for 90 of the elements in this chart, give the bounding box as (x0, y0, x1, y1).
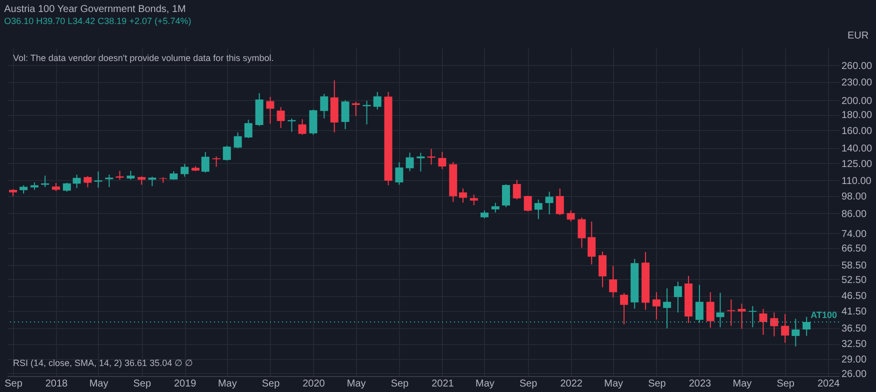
candlestick (320, 93, 328, 119)
x-tick-label: May (346, 378, 366, 390)
candlestick (373, 91, 382, 110)
candlestick (416, 152, 425, 172)
candlestick (781, 314, 790, 344)
candlestick (620, 292, 628, 325)
y-tick-label: 200.00 (842, 96, 873, 107)
candlestick (759, 308, 768, 336)
annotation: RSI (14, close, SMA, 14, 2) 36.61 35.04 ∅ ∅ (13, 358, 194, 368)
candlestick (438, 151, 446, 170)
ref-line-label: AT100 (810, 310, 837, 320)
x-tick-label: May (732, 378, 752, 390)
candlestick (491, 202, 500, 214)
candlestick (72, 174, 81, 189)
candlestick (341, 100, 350, 130)
candlestick (458, 188, 467, 204)
annotation: Vol: The data vendor doesn't provide volume data for this symbol. (13, 53, 274, 63)
candlestick (288, 118, 296, 132)
candlestick (727, 298, 736, 326)
y-tick-label: 32.50 (842, 339, 867, 350)
candlestick (556, 188, 564, 216)
x-tick-label: Sep (390, 378, 410, 390)
x-tick-label: 2023 (688, 378, 712, 390)
candlestick (222, 145, 231, 162)
x-tick-label: 2022 (560, 378, 583, 390)
y-tick-label: 125.00 (842, 158, 873, 170)
x-tick-label: Sep (262, 378, 280, 390)
candlestick (180, 163, 189, 178)
candlestick (524, 195, 532, 212)
y-tick-label: 52.50 (842, 274, 867, 286)
x-tick-label: Sep (4, 378, 23, 390)
x-tick-label: Sep (776, 378, 795, 390)
candlestick (770, 312, 778, 337)
candlestick (309, 109, 318, 136)
y-tick-label: 86.00 (842, 208, 867, 220)
x-tick-label: 2020 (302, 378, 326, 390)
x-tick-label: Sep (648, 378, 666, 390)
y-tick-label: 260.00 (842, 60, 873, 72)
y-axis-title: EUR (848, 30, 869, 42)
y-tick-label: 26.00 (842, 368, 867, 380)
y-tick-label: 46.50 (842, 291, 867, 302)
candlestick (41, 175, 50, 188)
candlestick (706, 292, 714, 328)
candlestick (105, 174, 114, 188)
candlestick (512, 179, 521, 200)
chart-title: Austria 100 Year Government Bonds, 1M (4, 4, 186, 15)
candlestick (234, 132, 242, 149)
y-tick-label: 180.00 (842, 110, 873, 122)
candlestick (545, 191, 554, 215)
y-tick-label: 140.00 (842, 144, 873, 155)
candlestick (598, 251, 607, 288)
candlestick (84, 176, 92, 188)
y-tick-label: 110.00 (842, 176, 872, 187)
x-tick-label: 2018 (45, 378, 68, 390)
candlestick (148, 176, 156, 187)
y-tick-label: 29.00 (842, 354, 867, 366)
y-tick-label: 230.00 (842, 77, 873, 88)
x-tick-label: 2021 (432, 378, 454, 390)
x-tick-label: 2024 (817, 378, 840, 390)
x-tick-label: May (89, 378, 108, 390)
candlestick (298, 118, 306, 136)
candlestick (276, 106, 285, 128)
candlestick (406, 152, 414, 172)
candlestick (534, 199, 542, 220)
candlestick (470, 194, 478, 206)
candlestick (352, 101, 360, 116)
x-tick-label: Sep (133, 378, 152, 390)
candlestick (566, 210, 575, 222)
y-tick-label: 36.50 (842, 324, 867, 335)
candlestick (201, 151, 210, 174)
y-tick-label: 160.00 (842, 126, 873, 137)
y-tick-label: 66.50 (842, 243, 867, 254)
y-tick-label: 41.50 (842, 306, 867, 318)
candlestick (266, 96, 274, 124)
candlestick (244, 119, 252, 139)
candlestick (609, 265, 618, 298)
candlestick (738, 303, 746, 330)
x-tick-label: May (604, 378, 624, 390)
y-tick-label: 74.00 (842, 228, 867, 240)
x-tick-label: 2019 (174, 378, 197, 390)
x-tick-label: Sep (519, 378, 538, 390)
chart-subtitle: O36.10 H39.70 L34.42 C38.19 +2.07 (+5.74%) (4, 16, 192, 26)
candlestick (674, 281, 682, 313)
y-tick-label: 98.00 (842, 191, 867, 202)
candlestick (652, 292, 660, 320)
x-tick-label: May (218, 378, 237, 390)
x-tick-label: May (476, 378, 494, 390)
y-tick-label: 58.50 (842, 260, 867, 272)
candlestick (395, 162, 404, 186)
candlestick (502, 184, 510, 208)
